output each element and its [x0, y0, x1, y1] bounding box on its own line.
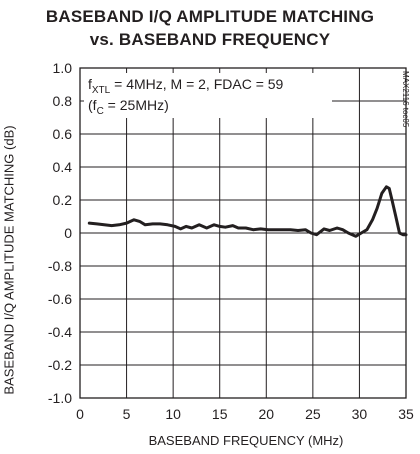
x-tick-label: 10: [165, 406, 181, 422]
x-tick-label: 5: [123, 406, 131, 422]
y-tick-label: -0.2: [48, 357, 72, 373]
data-series-line: [87, 185, 408, 238]
y-tick-label: 0.2: [53, 192, 73, 208]
y-tick-label: -0.8: [48, 258, 72, 274]
chart-title-line2: vs. BASEBAND FREQUENCY: [89, 30, 331, 49]
x-axis-label-container: BASEBAND FREQUENCY (MHz): [0, 433, 420, 448]
y-tick-label: -1.0: [48, 390, 72, 406]
y-tick-label: 0.4: [53, 159, 73, 175]
figure-code: MAX2116 toc05: [401, 71, 410, 128]
x-tick-label: 25: [305, 406, 321, 422]
x-tick-label: 35: [398, 406, 414, 422]
annotation-background: [84, 73, 332, 118]
y-axis-label: BASEBAND I/Q AMPLITUDE MATCHING (dB): [1, 125, 17, 395]
x-tick-label: 0: [76, 406, 84, 422]
annotation-line1: fXTL = 4MHz, M = 2, FDAC = 59: [88, 76, 284, 96]
x-axis-label: BASEBAND FREQUENCY (MHz): [148, 433, 344, 448]
y-tick-label: 0.8: [53, 93, 73, 109]
y-tick-label: 0: [64, 225, 72, 241]
y-tick-label: -0.6: [48, 291, 72, 307]
y-tick-label: -0.4: [48, 324, 72, 340]
y-tick-label: 0.6: [53, 126, 73, 142]
x-tick-label: 20: [258, 406, 274, 422]
plot-frame: [79, 67, 407, 399]
x-tick-label: 15: [212, 406, 228, 422]
x-tick-label: 30: [352, 406, 368, 422]
y-tick-label: 1.0: [53, 60, 73, 76]
annotation-line2: (fC = 25MHz): [88, 97, 169, 117]
chart-title-line1: BASEBAND I/Q AMPLITUDE MATCHING: [45, 7, 375, 26]
